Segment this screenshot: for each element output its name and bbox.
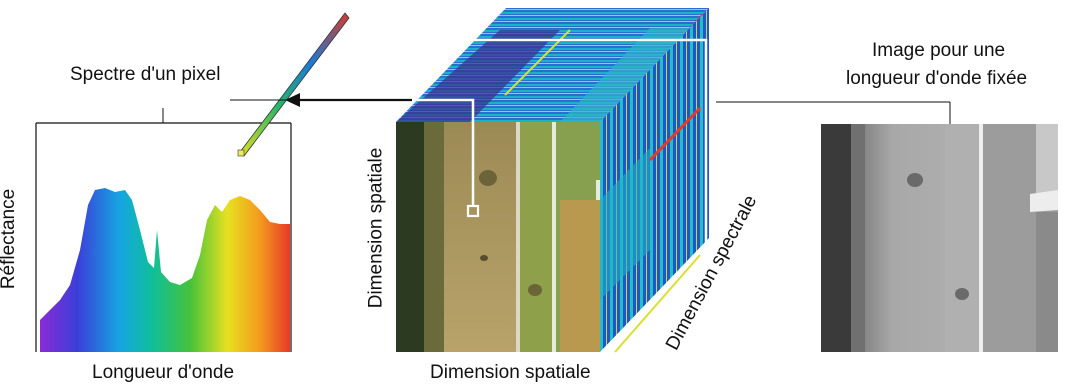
spectrum-rod xyxy=(237,12,350,157)
reflectance-curve xyxy=(40,188,290,352)
spatial-dimension-horizontal-label: Dimension spatiale xyxy=(430,362,591,383)
reflectance-axis-label: Réflectance xyxy=(0,188,20,290)
spatial-dimension-vertical-label: Dimension spatiale xyxy=(365,147,387,309)
fixed-wavelength-image xyxy=(821,124,1058,352)
pixel-to-spectrum-arrow xyxy=(285,93,412,107)
wavelength-axis-label: Longueur d'onde xyxy=(92,362,235,383)
pixel-spectrum-plot xyxy=(35,108,292,352)
cube-front-face xyxy=(396,122,600,352)
fixed-wavelength-image-title-line2: longueur d'onde fixée xyxy=(846,68,1028,89)
fixed-wavelength-image-title-line1: Image pour une xyxy=(872,40,1006,61)
hypercube xyxy=(396,8,709,353)
pixel-spectrum-title: Spectre d'un pixel xyxy=(70,64,221,85)
